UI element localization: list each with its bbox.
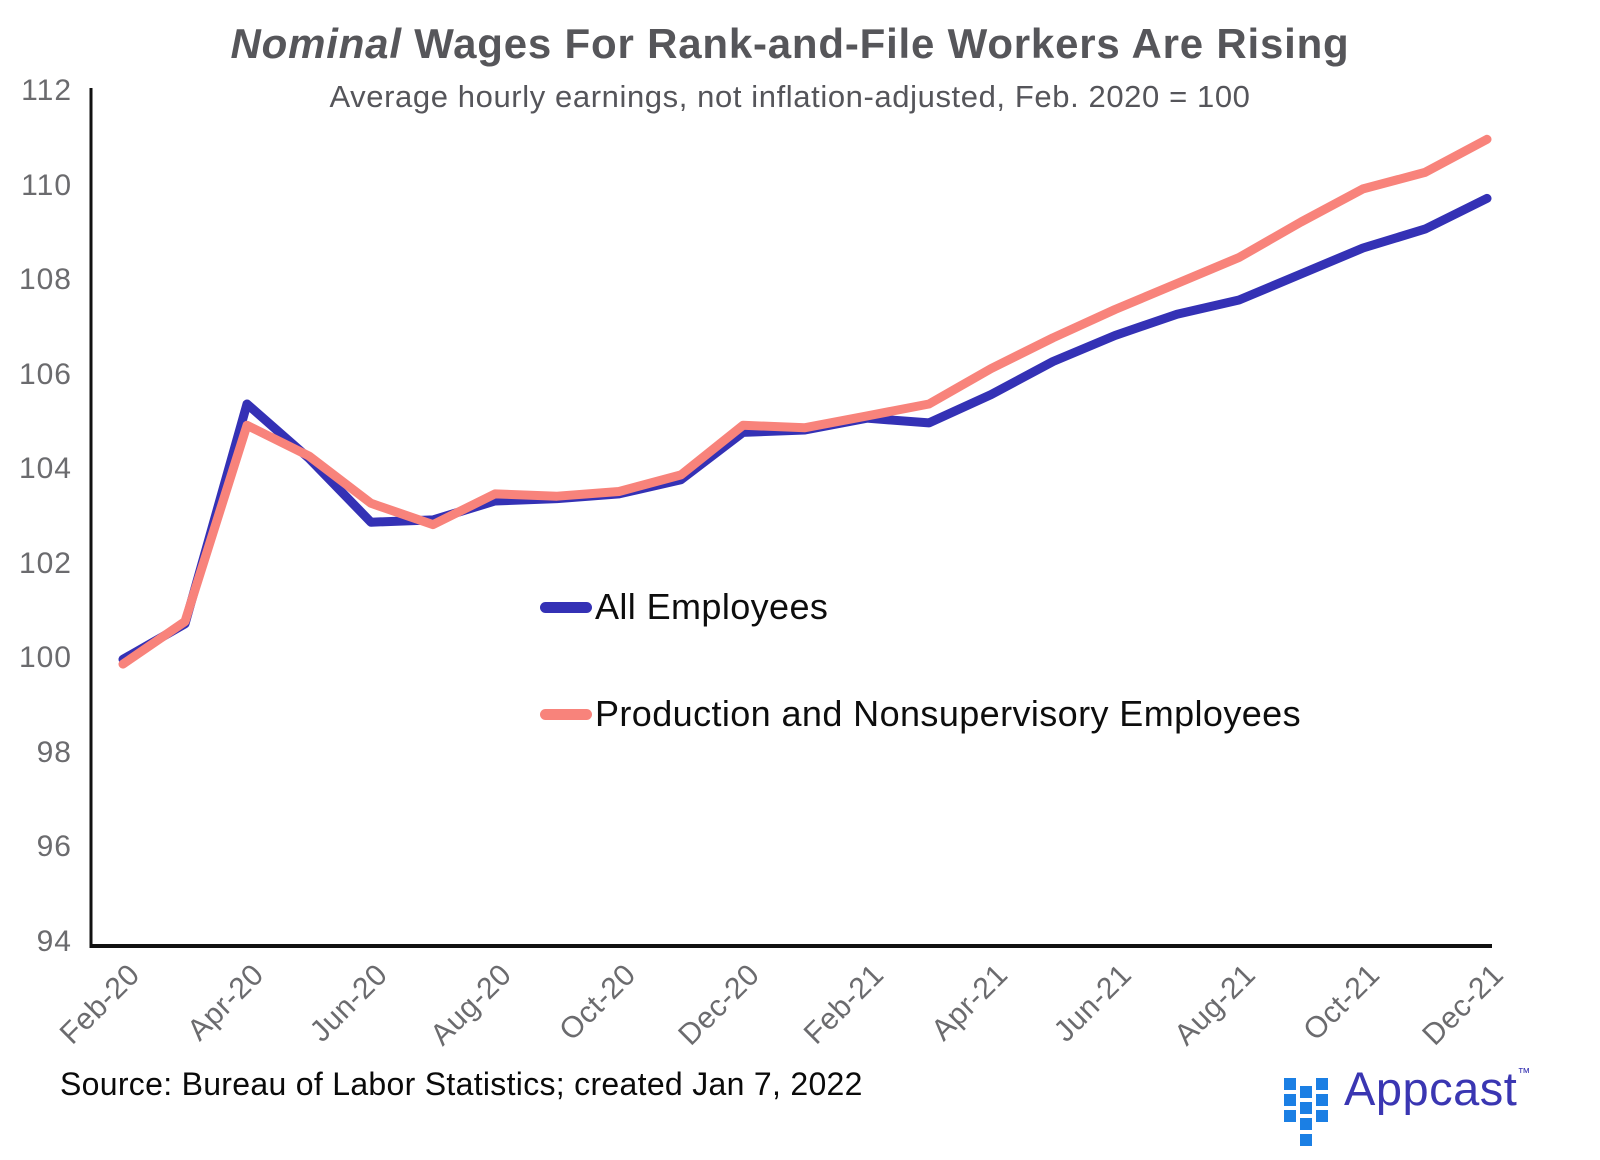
logo-square — [1300, 1086, 1312, 1098]
y-tick-label: 94 — [36, 925, 72, 958]
source-note: Source: Bureau of Labor Statistics; crea… — [60, 1066, 863, 1102]
logo-square — [1300, 1102, 1312, 1114]
y-tick-label: 98 — [36, 735, 72, 769]
y-tick-label: 100 — [18, 641, 72, 675]
logo-square — [1300, 1118, 1312, 1130]
logo-square — [1300, 1134, 1312, 1146]
title-rest: Wages For Rank-and-File Workers Are Risi… — [401, 20, 1350, 67]
chart-subtitle: Average hourly earnings, not inflation-a… — [329, 79, 1251, 114]
page-title: Nominal Wages For Rank-and-File Workers … — [0, 20, 1580, 68]
production-legend-swatch — [540, 708, 592, 720]
logo-square — [1284, 1094, 1296, 1106]
y-tick-label: 96 — [36, 830, 72, 864]
appcast-logo: Appcast™ — [1284, 1055, 1574, 1155]
logo-square — [1284, 1110, 1296, 1122]
logo-square — [1284, 1078, 1296, 1090]
all-employees-legend-label: All Employees — [595, 586, 829, 627]
y-tick-label: 112 — [21, 74, 72, 107]
production-legend-label: Production and Nonsupervisory Employees — [595, 693, 1301, 734]
y-tick-label: 110 — [21, 168, 72, 202]
appcast-wordmark: Appcast™ — [1344, 1061, 1530, 1116]
y-tick-label: 102 — [18, 546, 72, 580]
legend-item-all-employees: All Employees — [540, 586, 828, 628]
title-emphasis: Nominal — [230, 20, 402, 67]
y-tick-label: 108 — [18, 263, 72, 297]
trademark: ™ — [1517, 1065, 1531, 1080]
logo-square — [1316, 1110, 1328, 1122]
legend-item-production: Production and Nonsupervisory Employees — [540, 693, 1301, 735]
y-tick-label: 104 — [18, 452, 72, 486]
y-tick-label: 106 — [18, 357, 72, 391]
all-employees-legend-swatch — [540, 601, 592, 613]
production-line — [118, 134, 1492, 669]
logo-square — [1316, 1094, 1328, 1106]
logo-square — [1316, 1078, 1328, 1090]
appcast-wordmark-text: Appcast — [1344, 1062, 1518, 1115]
